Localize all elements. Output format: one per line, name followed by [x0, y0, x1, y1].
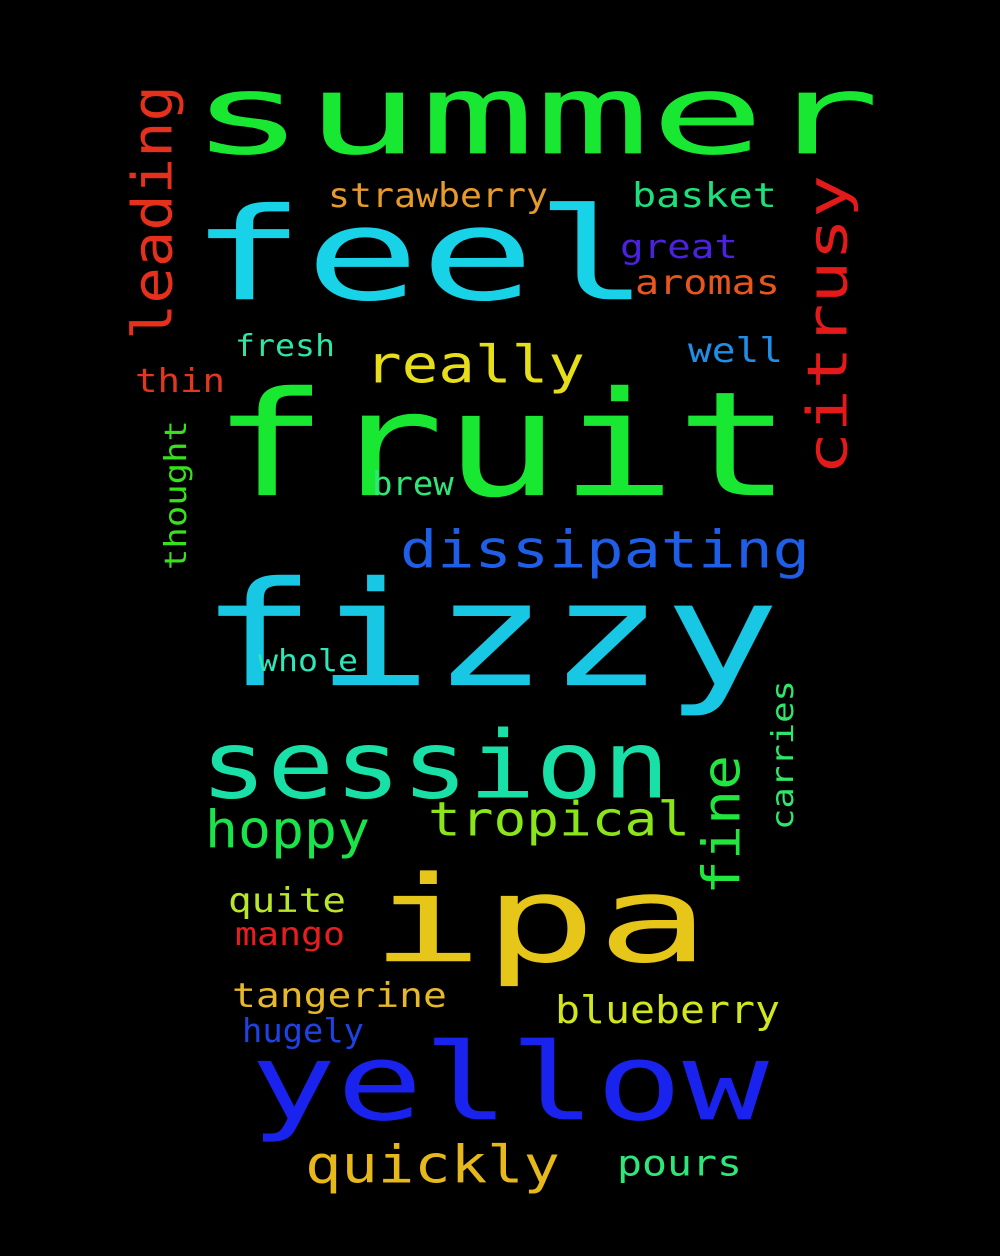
word-pours: pours [617, 1143, 742, 1185]
word-session: session [200, 711, 670, 820]
word-tangerine: tangerine [232, 975, 447, 1015]
word-well: well [688, 330, 783, 370]
word-fresh: fresh [235, 329, 335, 363]
word-citrusy: citrusy [796, 175, 860, 475]
word-fine: fine [692, 755, 752, 895]
word-carries: carries [765, 680, 800, 830]
word-fruit: fruit [212, 361, 792, 530]
word-feel: feel [190, 181, 650, 330]
word-great: great [620, 229, 738, 266]
word-dissipating: dissipating [400, 521, 810, 581]
word-strawberry: strawberry [328, 176, 548, 216]
word-summer: summer [190, 50, 880, 179]
word-fizzy: fizzy [200, 551, 780, 720]
word-thought: thought [158, 420, 193, 570]
word-blueberry: blueberry [555, 988, 780, 1032]
word-leading: leading [120, 85, 185, 340]
word-yellow: yellow [250, 1021, 770, 1145]
word-basket: basket [632, 175, 777, 215]
word-ipa: ipa [370, 851, 710, 990]
word-quickly: quickly [305, 1136, 560, 1195]
word-hugely: hugely [242, 1012, 364, 1050]
word-thin: thin [135, 363, 225, 400]
word-brew: brew [372, 465, 454, 503]
word-mango: mango [235, 916, 345, 954]
word-really: really [365, 336, 585, 395]
word-tropical: tropical [428, 792, 690, 847]
word-whole: whole [258, 644, 358, 678]
word-quite: quite [228, 880, 346, 920]
word-aromas: aromas [635, 262, 780, 302]
word-hoppy: hoppy [205, 800, 370, 860]
